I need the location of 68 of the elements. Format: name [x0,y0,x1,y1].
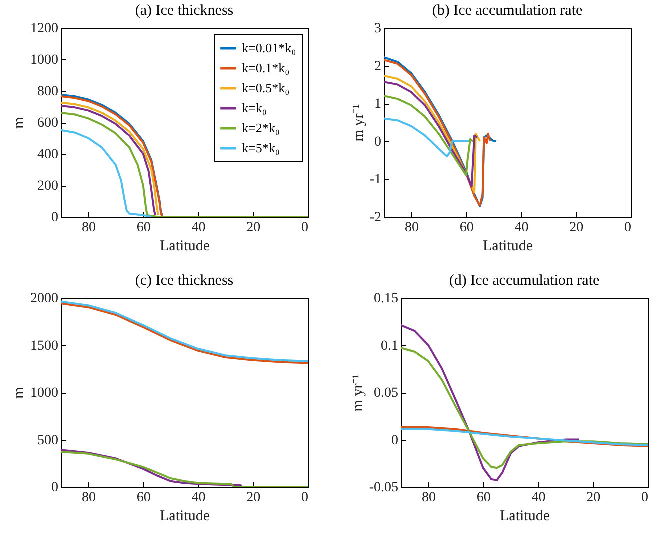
y-tick-label: 800 [38,84,58,100]
y-axis-title: m yr⁻¹ [350,374,366,412]
line-series [384,95,474,176]
line-series [401,347,648,470]
x-tick-label: 0 [642,490,648,506]
y-tick-label: 600 [38,116,58,131]
legend-label: k=k₀ [242,100,267,116]
x-tick-label: 60 [136,490,151,506]
x-tick-label: 40 [192,490,206,506]
y-tick-label: 3 [374,22,382,36]
x-tick-label: 60 [136,220,151,236]
chart-title: (b) Ice accumulation rate [432,3,583,19]
y-tick-label: 2000 [30,292,58,306]
y-tick-label: 1000 [30,53,58,68]
line-series [401,324,580,482]
x-tick-label: 80 [82,490,96,506]
x-tick-label: 60 [476,490,491,506]
x-axis-title: Latitude [160,508,210,524]
x-tick-label: 20 [246,490,261,506]
y-axis-title: m [12,116,28,129]
x-tick-label: 80 [404,220,419,236]
legend-label: k=2*k₀ [242,120,280,136]
y-axis-title: m yr⁻¹ [350,104,367,142]
line-series [61,451,308,487]
x-tick-label: 0 [302,220,308,236]
x-tick-label: 80 [82,220,96,236]
line-series [384,118,470,158]
x-tick-label: 20 [246,220,261,236]
x-tick-label: 60 [460,220,474,236]
y-axis-title: m [12,386,28,399]
x-tick-label: 0 [624,220,632,236]
legend-label: k=0.01*k₀ [242,40,296,56]
x-axis-title: Latitude [483,238,534,254]
y-tick-label: -2 [370,210,382,226]
y-tick-label: 500 [38,433,58,448]
y-tick-label: 1500 [30,338,58,354]
chart-title: (c) Ice thickness [135,273,234,289]
chart-title: (d) Ice accumulation rate [449,273,600,289]
y-tick-label: 1000 [30,386,58,401]
y-tick-label: 0.05 [374,386,398,401]
x-tick-label: 40 [532,490,546,506]
y-tick-label: 1200 [30,22,58,36]
x-tick-label: 40 [192,220,206,236]
legend-label: k=0.1*k₀ [242,60,290,76]
legend-label: k=0.5*k₀ [242,80,290,96]
line-series [61,129,153,217]
x-tick-label: 40 [514,220,529,236]
y-tick-label: 0.15 [374,292,398,306]
x-tick-label: 20 [586,490,601,506]
y-tick-label: 1 [374,97,382,112]
y-tick-label: -1 [370,172,382,188]
y-tick-label: 2 [374,59,382,74]
x-tick-label: 0 [302,490,308,506]
y-tick-label: 200 [38,179,58,194]
y-tick-label: 0 [392,433,398,448]
legend-label: k=5*k₀ [242,140,280,156]
x-axis-title: Latitude [160,238,210,254]
line-series [61,449,244,487]
y-tick-label: 0 [52,480,58,496]
y-tick-label: -0.05 [369,480,398,496]
x-tick-label: 20 [570,220,584,236]
x-axis-title: Latitude [500,508,550,524]
x-tick-label: 80 [422,490,436,506]
y-tick-label: 400 [38,148,58,162]
y-tick-label: 0 [374,134,382,150]
y-tick-label: 0.1 [381,338,398,354]
chart-title: (a) Ice thickness [135,3,234,19]
y-tick-label: 0 [52,210,58,226]
